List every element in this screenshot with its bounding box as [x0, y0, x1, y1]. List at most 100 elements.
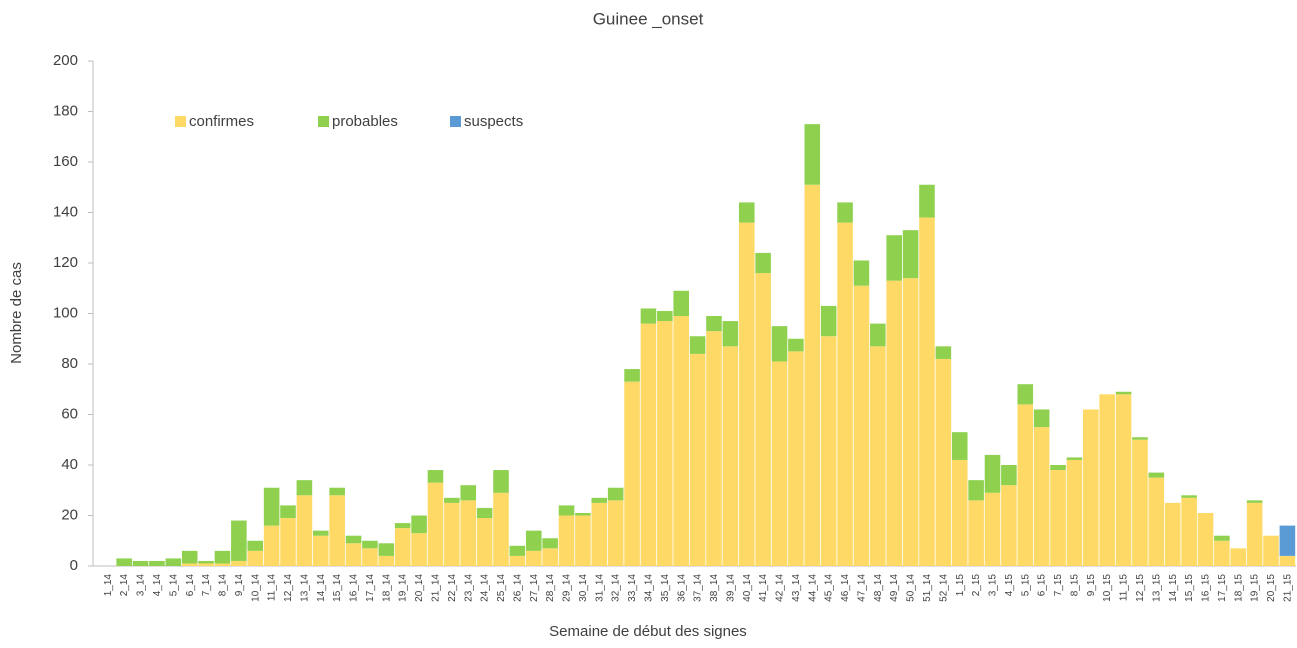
bar-segment	[1017, 404, 1034, 566]
bar-segment	[951, 432, 968, 460]
bar-segment	[837, 202, 853, 223]
bar-segment	[951, 459, 968, 566]
bar-segment	[968, 480, 984, 501]
legend-swatch	[175, 116, 186, 127]
bar-segment	[722, 346, 739, 566]
bar-segment	[198, 563, 214, 566]
bar-segment	[804, 184, 821, 566]
x-tick-label: 31_14	[594, 574, 605, 602]
bar-segment	[214, 550, 231, 564]
bar-segment	[1214, 535, 1230, 541]
x-tick-label: 10_14	[250, 574, 261, 602]
bar-segment	[116, 558, 132, 566]
x-tick-label: 3_15	[988, 574, 999, 597]
y-tick-label: 40	[61, 456, 78, 473]
x-tick-label: 12_15	[1135, 574, 1146, 602]
x-tick-label: 8_14	[218, 574, 229, 597]
x-tick-label: 36_14	[676, 574, 687, 602]
x-tick-label: 5_14	[168, 574, 179, 597]
y-tick-label: 200	[53, 52, 78, 69]
bar-segment	[231, 520, 247, 561]
y-tick-label: 120	[53, 254, 78, 271]
bar-segment	[509, 545, 526, 556]
bar-segment	[1279, 525, 1296, 556]
bar-segment	[542, 548, 558, 566]
x-tick-label: 19_15	[1250, 574, 1261, 602]
bar-segment	[935, 358, 952, 566]
bar-segment	[427, 482, 444, 566]
x-axis-title: Semaine de début des signes	[549, 623, 747, 640]
bar-segment	[558, 505, 575, 516]
x-tick-label: 30_14	[578, 574, 589, 602]
bar-segment	[1214, 540, 1230, 566]
bar-segment	[312, 535, 329, 566]
bar-segment	[870, 323, 886, 347]
bar-segment	[362, 548, 378, 566]
y-tick-label: 0	[70, 557, 78, 574]
bar-segment	[771, 361, 788, 566]
x-tick-label: 37_14	[693, 574, 704, 602]
bar-segment	[378, 543, 395, 556]
bar-segment	[1066, 457, 1083, 460]
bar-segment	[1164, 502, 1181, 566]
bar-segment	[1001, 485, 1017, 566]
x-tick-label: 11_15	[1119, 574, 1130, 602]
bar-segment	[1050, 465, 1066, 471]
bar-segment	[820, 305, 837, 337]
bar-segment	[870, 346, 886, 566]
y-tick-label: 80	[61, 355, 78, 372]
x-tick-label: 51_14	[922, 574, 933, 602]
bar-segment	[1246, 500, 1263, 503]
bar-segment	[1001, 465, 1017, 486]
bar-segment	[902, 278, 919, 566]
x-tick-label: 4_15	[1004, 574, 1015, 597]
bar-segment	[853, 260, 870, 286]
bar-segment	[378, 555, 395, 566]
bar-segment	[132, 560, 149, 566]
bar-segment	[902, 230, 919, 279]
bar-segment	[837, 222, 853, 566]
bar-segment	[706, 331, 722, 566]
y-tick-label: 100	[53, 304, 78, 321]
bar-segment	[444, 497, 460, 503]
y-tick-label: 60	[61, 405, 78, 422]
bar-segment	[1230, 548, 1247, 566]
bar-segment	[149, 560, 165, 566]
bar-segment	[935, 346, 952, 359]
bar-segment	[788, 338, 804, 352]
y-tick-label: 20	[61, 506, 78, 523]
bar-segment	[804, 124, 821, 185]
bar-segment	[657, 310, 673, 322]
bar-segment	[607, 487, 624, 501]
x-tick-label: 25_14	[496, 574, 507, 602]
bar-segment	[968, 500, 984, 566]
x-tick-label: 17_15	[1217, 574, 1228, 602]
x-tick-label: 32_14	[611, 574, 622, 602]
bar-segment	[263, 525, 280, 566]
x-tick-label: 10_15	[1102, 574, 1113, 602]
x-tick-label: 13_14	[299, 574, 310, 602]
bar-segment	[525, 550, 542, 566]
bar-segment	[1246, 502, 1263, 566]
bar-segment	[214, 563, 231, 566]
x-tick-label: 26_14	[512, 574, 523, 602]
x-tick-label: 18_15	[1233, 574, 1244, 602]
bar-segment	[394, 528, 411, 566]
bar-segment	[1181, 497, 1197, 566]
x-tick-label: 21_15	[1282, 574, 1293, 602]
x-tick-label: 42_14	[775, 574, 786, 602]
bar-segment	[198, 560, 214, 564]
bar-segment	[476, 518, 493, 566]
bar-segment	[771, 326, 788, 362]
x-tick-label: 6_15	[1037, 574, 1048, 597]
bar-segment	[1197, 512, 1214, 566]
bar-segment	[165, 558, 182, 566]
x-tick-label: 43_14	[791, 574, 802, 602]
x-tick-label: 47_14	[856, 574, 867, 602]
bar-segment	[1115, 391, 1132, 395]
y-tick-label: 180	[53, 102, 78, 119]
x-tick-label: 1_15	[955, 574, 966, 597]
bar-segment	[411, 533, 427, 566]
legend-label: probables	[332, 113, 398, 130]
bar-segment	[558, 515, 575, 566]
